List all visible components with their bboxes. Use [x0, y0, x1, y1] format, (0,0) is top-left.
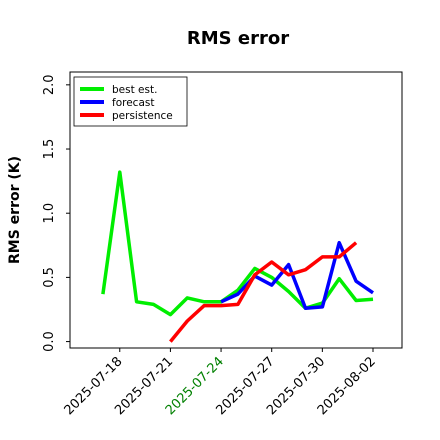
y-tick-label: 1.0	[42, 203, 57, 224]
y-tick-label: 2.0	[42, 74, 57, 95]
chart-title: RMS error	[187, 28, 289, 49]
y-tick-label: 0.5	[42, 267, 57, 288]
series-line-best-est	[101, 170, 374, 317]
series-line-persistence	[169, 241, 358, 343]
plot-frame	[69, 71, 403, 349]
series-line-forecast	[220, 240, 374, 310]
y-tick-label: 1.5	[42, 139, 57, 160]
legend-label-forecast: forecast	[112, 97, 154, 109]
y-axis-label: RMS error (K)	[7, 156, 23, 264]
legend-label-persistence: persistence	[112, 110, 173, 122]
y-tick-label: 0.0	[42, 331, 57, 352]
legend-label-best-est: best est.	[112, 84, 157, 96]
